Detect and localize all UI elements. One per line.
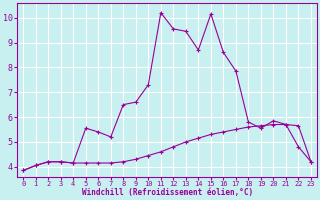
X-axis label: Windchill (Refroidissement éolien,°C): Windchill (Refroidissement éolien,°C) [82, 188, 253, 197]
